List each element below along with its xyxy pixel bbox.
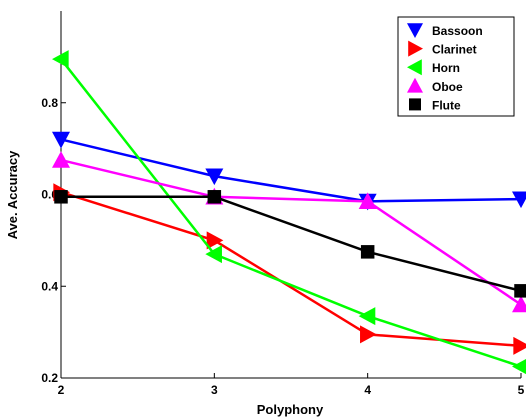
series-line	[61, 195, 522, 293]
series-flute	[54, 190, 526, 298]
series-clarinet	[53, 183, 526, 355]
legend-label: Clarinet	[432, 43, 477, 57]
data-point-marker	[513, 336, 526, 355]
axes: 2 3 4 50.20.40.60.8	[41, 11, 525, 397]
y-axis-label: Ave. Accuracy	[5, 150, 20, 239]
x-tick-label: 5	[518, 383, 525, 397]
legend-label: Horn	[432, 61, 460, 75]
legend: Bassoon Clarinet Horn Oboe Flute	[397, 16, 515, 117]
legend-label: Bassoon	[432, 24, 483, 38]
data-point-marker	[409, 98, 421, 111]
data-point-marker	[52, 131, 70, 149]
data-point-marker	[408, 40, 423, 57]
data-point-marker	[358, 192, 377, 210]
y-tick-label: 0.8	[41, 96, 58, 110]
x-tick-label: 3	[211, 383, 218, 397]
legend-item-flute: Flute	[409, 98, 461, 112]
series-oboe	[52, 151, 526, 313]
legend-item-clarinet: Clarinet	[408, 40, 477, 57]
data-point-marker	[52, 151, 70, 168]
legend-label: Flute	[432, 98, 461, 112]
data-point-marker	[205, 245, 222, 264]
data-point-marker	[52, 50, 69, 69]
data-point-marker	[512, 358, 526, 375]
data-point-marker	[54, 190, 68, 204]
x-tick-label: 2	[58, 383, 65, 397]
legend-item-horn: Horn	[407, 59, 460, 76]
legend-label: Oboe	[432, 80, 463, 94]
legend-item-bassoon: Bassoon	[407, 23, 483, 38]
data-point-marker	[358, 307, 376, 326]
x-tick-label: 4	[364, 383, 371, 397]
legend-item-oboe: Oboe	[407, 77, 463, 94]
data-point-marker	[512, 191, 526, 209]
data-point-marker	[360, 245, 375, 259]
series-horn	[52, 50, 526, 375]
y-tick-label: 0.2	[41, 371, 58, 385]
data-point-marker	[407, 59, 422, 76]
data-point-marker	[514, 284, 526, 298]
x-axis-label: Polyphony	[257, 402, 324, 417]
series-line	[60, 58, 522, 368]
data-point-marker	[206, 231, 224, 250]
series-line	[60, 191, 522, 348]
data-point-marker	[207, 190, 222, 204]
data-point-marker	[407, 23, 423, 38]
data-point-marker	[407, 77, 423, 93]
data-point-marker	[360, 325, 377, 344]
series-group	[52, 50, 526, 375]
y-tick-label: 0.4	[41, 279, 58, 293]
data-point-marker	[512, 295, 526, 313]
data-point-marker	[205, 168, 224, 186]
series-line	[60, 158, 522, 306]
